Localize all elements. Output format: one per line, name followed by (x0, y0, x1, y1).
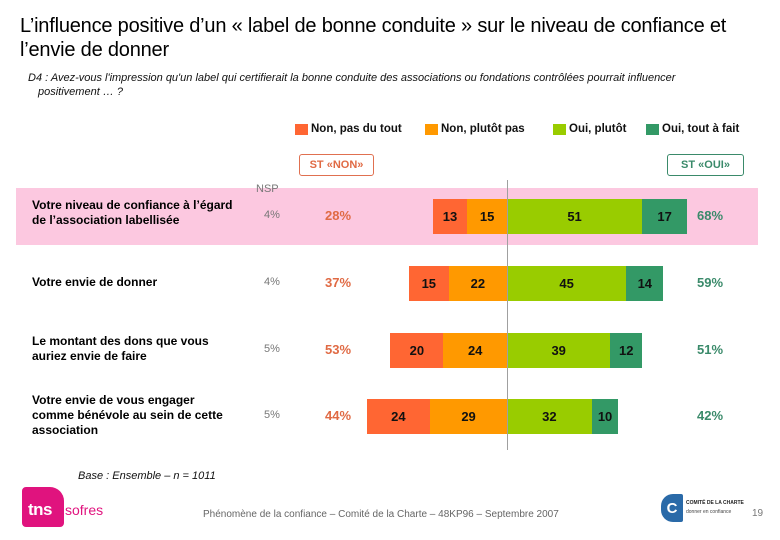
bar-segment: 32 (507, 399, 592, 434)
center-axis (507, 180, 508, 450)
legend-swatch (295, 123, 308, 135)
bar-segment: 20 (390, 333, 444, 368)
nsp-value: 4% (264, 209, 280, 221)
st-oui-value: 68% (697, 208, 724, 223)
footer-text: Phénomène de la confiance – Comité de la… (203, 509, 559, 520)
tns-logo-text: tns (28, 500, 53, 519)
question-line-1: D4 : Avez-vous l'impression qu'un label … (28, 72, 676, 84)
survey-question: D4 : Avez-vous l'impression qu'un label … (28, 71, 748, 99)
st-non-value: 37% (325, 275, 352, 290)
row-label: Le montant des dons que vous auriez envi… (32, 334, 209, 363)
legend-swatch (425, 123, 438, 135)
row-label: Votre niveau de confiance à l’égard de l… (32, 198, 233, 227)
nsp-value: 5% (264, 343, 280, 355)
st-oui-header: ST «OUI» (667, 154, 744, 176)
legend-item: Oui, tout à fait (646, 122, 739, 136)
page-title: L’influence positive d’un « label de bon… (20, 15, 727, 61)
bar-segment: 14 (626, 266, 664, 301)
legend-swatch (553, 123, 566, 135)
bar-segment: 17 (642, 199, 688, 234)
bar-segment: 39 (507, 333, 611, 368)
row-label: Votre envie de donner (32, 275, 158, 289)
st-oui-value: 59% (697, 275, 724, 290)
st-non-value: 28% (325, 208, 352, 223)
st-non-value: 44% (325, 408, 352, 423)
charte-logo-name: COMITÉ DE LA CHARTE (686, 500, 744, 506)
nsp-value: 5% (264, 409, 280, 421)
question-line-2: positivement … ? (38, 86, 123, 98)
st-non-header: ST «NON» (299, 154, 374, 176)
legend-label: Non, pas du tout (311, 123, 402, 135)
nsp-header: NSP (256, 183, 279, 195)
bar-segment: 45 (507, 266, 627, 301)
charte-logo-icon: C (661, 494, 683, 522)
bar-segment: 51 (507, 199, 643, 234)
bar-segment: 29 (430, 399, 507, 434)
bar-segment: 10 (591, 399, 619, 434)
base-note: Base : Ensemble – n = 1011 (78, 470, 216, 482)
bar-segment: 15 (467, 199, 507, 234)
st-oui-value: 42% (697, 408, 724, 423)
st-oui-value: 51% (697, 342, 724, 357)
nsp-value: 4% (264, 276, 280, 288)
bar-segment: 13 (432, 199, 468, 234)
st-non-value: 53% (325, 342, 352, 357)
charte-logo-tagline: donner en confiance (686, 509, 732, 515)
bar-segment: 24 (366, 399, 431, 434)
sofres-logo-text: sofres (65, 502, 104, 518)
bar-segment: 12 (610, 333, 643, 368)
legend-label: Oui, tout à fait (662, 123, 740, 135)
legend-item: Non, plutôt pas (425, 122, 525, 136)
legend-item: Oui, plutôt (553, 122, 626, 136)
bar-segment: 24 (443, 333, 507, 368)
bar-segment: 15 (408, 266, 449, 301)
bar-segment: 22 (448, 266, 507, 301)
legend-label: Oui, plutôt (569, 123, 627, 135)
row-label: Votre envie de vous engager comme bénévo… (32, 393, 223, 437)
tns-logo-icon (22, 487, 64, 527)
legend-swatch (646, 123, 659, 135)
page-number: 19 (752, 508, 764, 519)
legend-item: Non, pas du tout (295, 122, 402, 136)
legend-label: Non, plutôt pas (441, 123, 525, 135)
